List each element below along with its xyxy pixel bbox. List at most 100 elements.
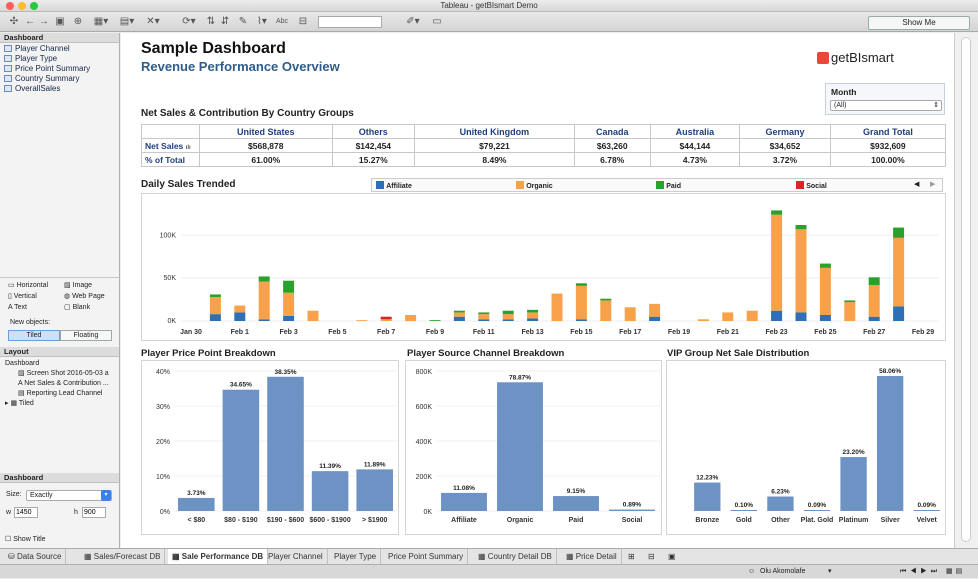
layout-item-screenshot[interactable]: ▨ Screen Shot 2016-05-03 a [18,370,109,377]
sheet-item-country-summary[interactable]: Country Summary [4,74,79,84]
data-label: 38.35% [274,369,296,376]
row-label-net-sales[interactable]: Net Sales ılı [141,138,200,153]
row-label-pct-total[interactable]: % of Total [141,152,200,167]
height-input[interactable] [82,507,106,518]
table-cell[interactable]: $34,652 [739,138,831,153]
new-worksheet-icon[interactable]: ⊞ [628,552,635,561]
floating-button[interactable]: Floating [60,330,112,341]
show-me-button[interactable]: Show Me [868,16,970,30]
table-cell[interactable]: $932,609 [829,138,947,153]
minimize-window-button[interactable] [18,2,26,10]
table-cell[interactable]: 8.49% [414,152,575,167]
clear-icon[interactable]: ✕▾ [146,16,160,27]
chevron-down-icon[interactable]: ▾ [828,568,832,575]
view-mode-icons[interactable]: ▦▤ [946,568,966,575]
layout-item-net-sales[interactable]: A Net Sales & Contribution ... [18,380,109,387]
duplicate-icon[interactable]: ▤▾ [119,16,135,27]
show-labels-button[interactable]: Abc [275,18,289,25]
table-cell[interactable]: 100.00% [829,152,947,167]
size-dropdown[interactable]: Exactly ▾ [26,490,112,501]
sort-desc-icon[interactable]: ⇵ [220,16,230,27]
table-cell[interactable]: $568,878 [199,138,333,153]
user-name[interactable]: Olu Akomolafe [760,568,806,575]
col-header[interactable]: Grand Total [829,124,947,139]
bar-segment [527,318,539,321]
sort-icon[interactable]: ılı [185,144,191,151]
new-datasource-icon[interactable]: ⊕ [73,16,83,27]
col-header[interactable]: Germany [739,124,831,139]
tab-price-point-summary[interactable]: Price Point Summary [384,549,469,564]
sheet-item-overall-sales[interactable]: OverallSales [4,84,60,94]
new-story-icon[interactable]: ▣ [668,552,676,561]
layout-item-dashboard[interactable]: Dashboard [5,360,40,367]
sheet-item-player-channel[interactable]: Player Channel [4,44,70,54]
table-cell[interactable]: 4.73% [649,152,741,167]
show-title-checkbox[interactable]: ☐ Show Title [5,536,46,543]
tab-data-source[interactable]: ⛁ Data Source [4,549,67,564]
tab-player-type[interactable]: Player Type [330,549,382,564]
fit-dropdown[interactable] [318,16,382,28]
col-header[interactable]: Canada [573,124,651,139]
close-window-button[interactable] [6,2,14,10]
col-header[interactable]: Others [331,124,416,139]
object-blank[interactable]: ▢ Blank [64,304,91,311]
layout-item-tiled[interactable]: ▸ ▦ Tiled [5,400,34,407]
bar [694,482,721,511]
sheet-item-player-type[interactable]: Player Type [4,54,57,64]
tab-sales-forecast[interactable]: ▦ Sales/Forecast DB [80,549,166,564]
object-image[interactable]: ▨ Image [64,282,93,289]
table-cell[interactable]: $142,454 [331,138,416,153]
col-header[interactable]: Australia [649,124,741,139]
table-cell[interactable]: 3.72% [739,152,831,167]
sheet-nav-icons[interactable]: ⏮◀▶⏭ [900,568,942,575]
forward-icon[interactable]: → [39,16,49,27]
layout-item-lead-channel[interactable]: ▤ Reporting Lead Channel [18,390,103,397]
tableau-logo-icon[interactable]: ✣ [9,16,19,27]
back-icon[interactable]: ← [25,16,35,27]
presentation-icon[interactable]: ▭ [432,16,442,27]
table-cell[interactable]: 6.78% [573,152,651,167]
legend-item-paid[interactable]: Paid [656,181,681,190]
tab-country-detail[interactable]: ▦ Country Detail DB [474,549,557,564]
user-icon[interactable]: ☺ [748,568,756,575]
table-cell[interactable]: 15.27% [331,152,416,167]
object-text[interactable]: A Text [8,304,27,311]
tiled-button[interactable]: Tiled [8,330,60,341]
tab-player-channel[interactable]: Player Channel [264,549,328,564]
col-header[interactable]: United Kingdom [414,124,575,139]
table-cell[interactable]: $63,260 [573,138,651,153]
legend-item-social[interactable]: Social [796,181,827,190]
month-dropdown[interactable]: (All) ⇕ [830,100,942,111]
new-dashboard-icon[interactable]: ⊟ [648,552,655,561]
fix-axes-icon[interactable]: ⊟ [298,16,308,27]
table-cell[interactable]: 61.00% [199,152,333,167]
object-vertical[interactable]: ▯ Vertical [8,293,37,300]
bar-segment [478,314,490,320]
legend-item-organic[interactable]: Organic [516,181,553,190]
legend-next-icon[interactable]: ▶ [930,181,936,188]
table-cell[interactable]: $79,221 [414,138,575,153]
new-worksheet-icon[interactable]: ▦▾ [93,16,109,27]
pen-icon[interactable]: ✐▾ [406,16,420,27]
group-icon[interactable]: ⌇▾ [257,16,267,27]
tab-sale-performance[interactable]: ▦ Sale Performance DB [168,549,269,564]
swap-icon[interactable]: ⟳▾ [182,16,196,27]
legend-item-affiliate[interactable]: Affiliate [376,181,412,190]
zoom-window-button[interactable] [30,2,38,10]
bar [876,376,904,511]
scrollbar-thumb[interactable] [961,37,971,542]
left-panel: Dashboard Player Channel Player Type Pri… [0,33,120,548]
object-horizontal[interactable]: ▭ Horizontal [8,282,49,289]
vertical-scrollbar[interactable] [954,33,978,548]
sort-asc-icon[interactable]: ⇅ [206,16,216,27]
data-label: 3.73% [187,490,206,497]
highlight-icon[interactable]: ✎ [238,16,248,27]
object-web-page[interactable]: ◍ Web Page [64,293,105,300]
sheet-item-price-point-summary[interactable]: Price Point Summary [4,64,90,74]
col-header[interactable]: United States [199,124,333,139]
table-cell[interactable]: $44,144 [649,138,741,153]
legend-prev-icon[interactable]: ◀ [914,181,920,188]
tab-price-detail[interactable]: ▦ Price Detail [562,549,622,564]
width-input[interactable] [14,507,38,518]
save-icon[interactable]: ▣ [55,16,65,27]
